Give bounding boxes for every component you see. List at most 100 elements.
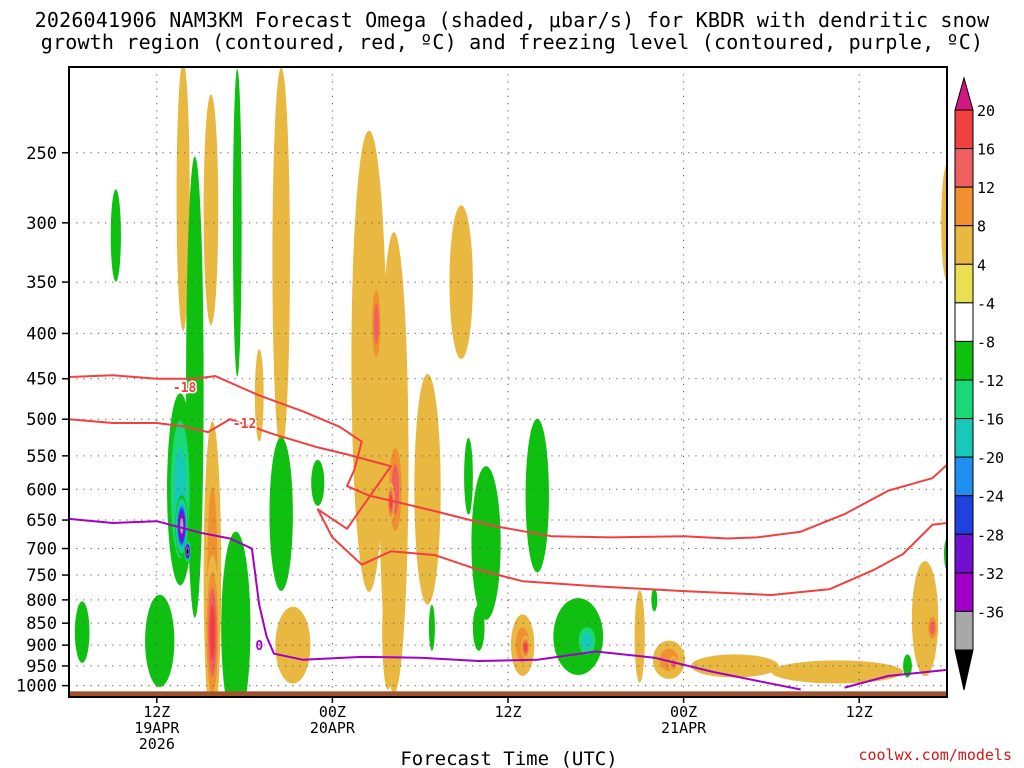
y-tick-label: 500 [26, 410, 57, 430]
colorbar-label: 8 [977, 218, 986, 236]
y-tick-label: 400 [26, 324, 57, 344]
omega-shade [771, 660, 904, 684]
y-tick-label: 700 [26, 540, 57, 560]
chart-title-line-2: growth region (contoured, red, ºC) and f… [40, 30, 984, 54]
x-tick-label: 19APR [134, 719, 180, 737]
omega-shade [911, 560, 939, 677]
omega-shade [471, 466, 501, 620]
y-tick-label: 650 [26, 511, 57, 531]
omega-shade [428, 604, 435, 651]
colorbar-box [954, 379, 974, 420]
y-tick-label: 300 [26, 214, 57, 234]
x-tick-label: 12Z [494, 703, 521, 721]
omega-shade [186, 548, 189, 555]
omega-shade [179, 518, 184, 534]
x-tick-label: 21APR [661, 719, 707, 737]
omega-shade [941, 165, 947, 281]
omega-shade [145, 594, 175, 687]
colorbar-label: -16 [977, 411, 1004, 429]
omega-shade [351, 130, 387, 592]
omega-shade [203, 94, 219, 326]
credit-link[interactable]: coolwx.com/models [858, 746, 1012, 764]
omega-shade [903, 654, 912, 678]
colorbar-box [954, 186, 974, 227]
colorbar-box [954, 340, 974, 381]
omega-shade [311, 459, 325, 506]
x-tick-label: 00Z [319, 703, 346, 721]
omega-shade [176, 67, 190, 331]
colorbar-box [954, 109, 974, 150]
contour--18 [69, 374, 947, 540]
omega-shade [272, 67, 290, 452]
x-tick-label: 12Z [143, 703, 170, 721]
x-tick-label: 2026 [139, 735, 175, 753]
omega-shade [464, 437, 473, 515]
colorbar-box [954, 263, 974, 304]
omega-shade [525, 418, 549, 573]
colorbar-box [954, 610, 974, 651]
omega-shade [581, 632, 593, 650]
colorbar-label: -28 [977, 526, 1004, 544]
y-tick-label: 550 [26, 447, 57, 467]
colorbar-box [954, 302, 974, 342]
colorbar-label: -4 [977, 295, 995, 313]
omega-shade [269, 437, 293, 591]
contour--12 [69, 418, 947, 596]
colorbar-label: -24 [977, 488, 1004, 506]
omega-shade [523, 643, 528, 652]
y-tick-label: 600 [26, 480, 57, 500]
colorbar-box [954, 533, 974, 574]
colorbar-box [954, 148, 974, 188]
omega-shade [389, 494, 393, 509]
colorbar-box [954, 418, 974, 458]
colorbar-label: -12 [977, 372, 1004, 390]
colorbar-box [954, 572, 974, 612]
omega-shade [929, 621, 935, 635]
colorbar-label: -8 [977, 333, 995, 351]
contour-label: -12 [233, 417, 256, 432]
chart-title-line-1: 2026041906 NAM3KM Forecast Omega (shaded… [34, 8, 990, 32]
omega-shade [373, 303, 379, 344]
colorbar-cap-bottom [954, 649, 974, 691]
omega-shade [382, 574, 394, 690]
omega-shade [449, 205, 473, 359]
y-tick-label: 850 [26, 614, 57, 634]
y-tick-label: 950 [26, 657, 57, 677]
x-axis-label: Forecast Time (UTC) [400, 748, 617, 768]
x-tick-label: 12Z [846, 703, 873, 721]
colorbar-label: -20 [977, 449, 1004, 467]
y-tick-label: 900 [26, 636, 57, 656]
axis-layer: 2503003504004505005506006507007508008509… [16, 66, 948, 753]
contour-label: 0 [255, 639, 263, 654]
colorbar-label: 16 [977, 141, 995, 159]
omega-shade [221, 531, 251, 697]
y-tick-label: 250 [26, 144, 57, 164]
colorbar-cap-top [954, 76, 974, 111]
x-tick-label: 20APR [310, 719, 356, 737]
colorbar-label: 20 [977, 102, 995, 120]
y-tick-label: 450 [26, 370, 57, 390]
y-tick-label: 350 [26, 273, 57, 293]
omega-shade [472, 604, 485, 651]
contour-0 [69, 517, 801, 691]
colorbar: 20 16 12 8 4 -4 -8 -12 -16 -20 -24 -28 -32 -36 [954, 76, 1004, 691]
omega-shade [690, 654, 779, 678]
omega-shade [209, 604, 216, 660]
colorbar-box [954, 225, 974, 265]
colorbar-box [954, 456, 974, 497]
omega-shade [74, 601, 90, 663]
omega-shade [651, 588, 658, 612]
omega-shade [414, 373, 441, 605]
terrain-surface [69, 691, 947, 697]
colorbar-label: -32 [977, 565, 1004, 583]
omega-shade [634, 590, 645, 683]
y-tick-label: 1000 [16, 677, 57, 697]
contour-0 [844, 668, 947, 689]
colorbar-label: 12 [977, 179, 995, 197]
y-tick-label: 800 [26, 591, 57, 611]
contour-label: -18 [173, 381, 197, 396]
terrain-layer [69, 691, 947, 697]
colorbar-label: -36 [977, 603, 1004, 621]
omega-shade [110, 189, 121, 282]
colorbar-label: 4 [977, 256, 986, 274]
